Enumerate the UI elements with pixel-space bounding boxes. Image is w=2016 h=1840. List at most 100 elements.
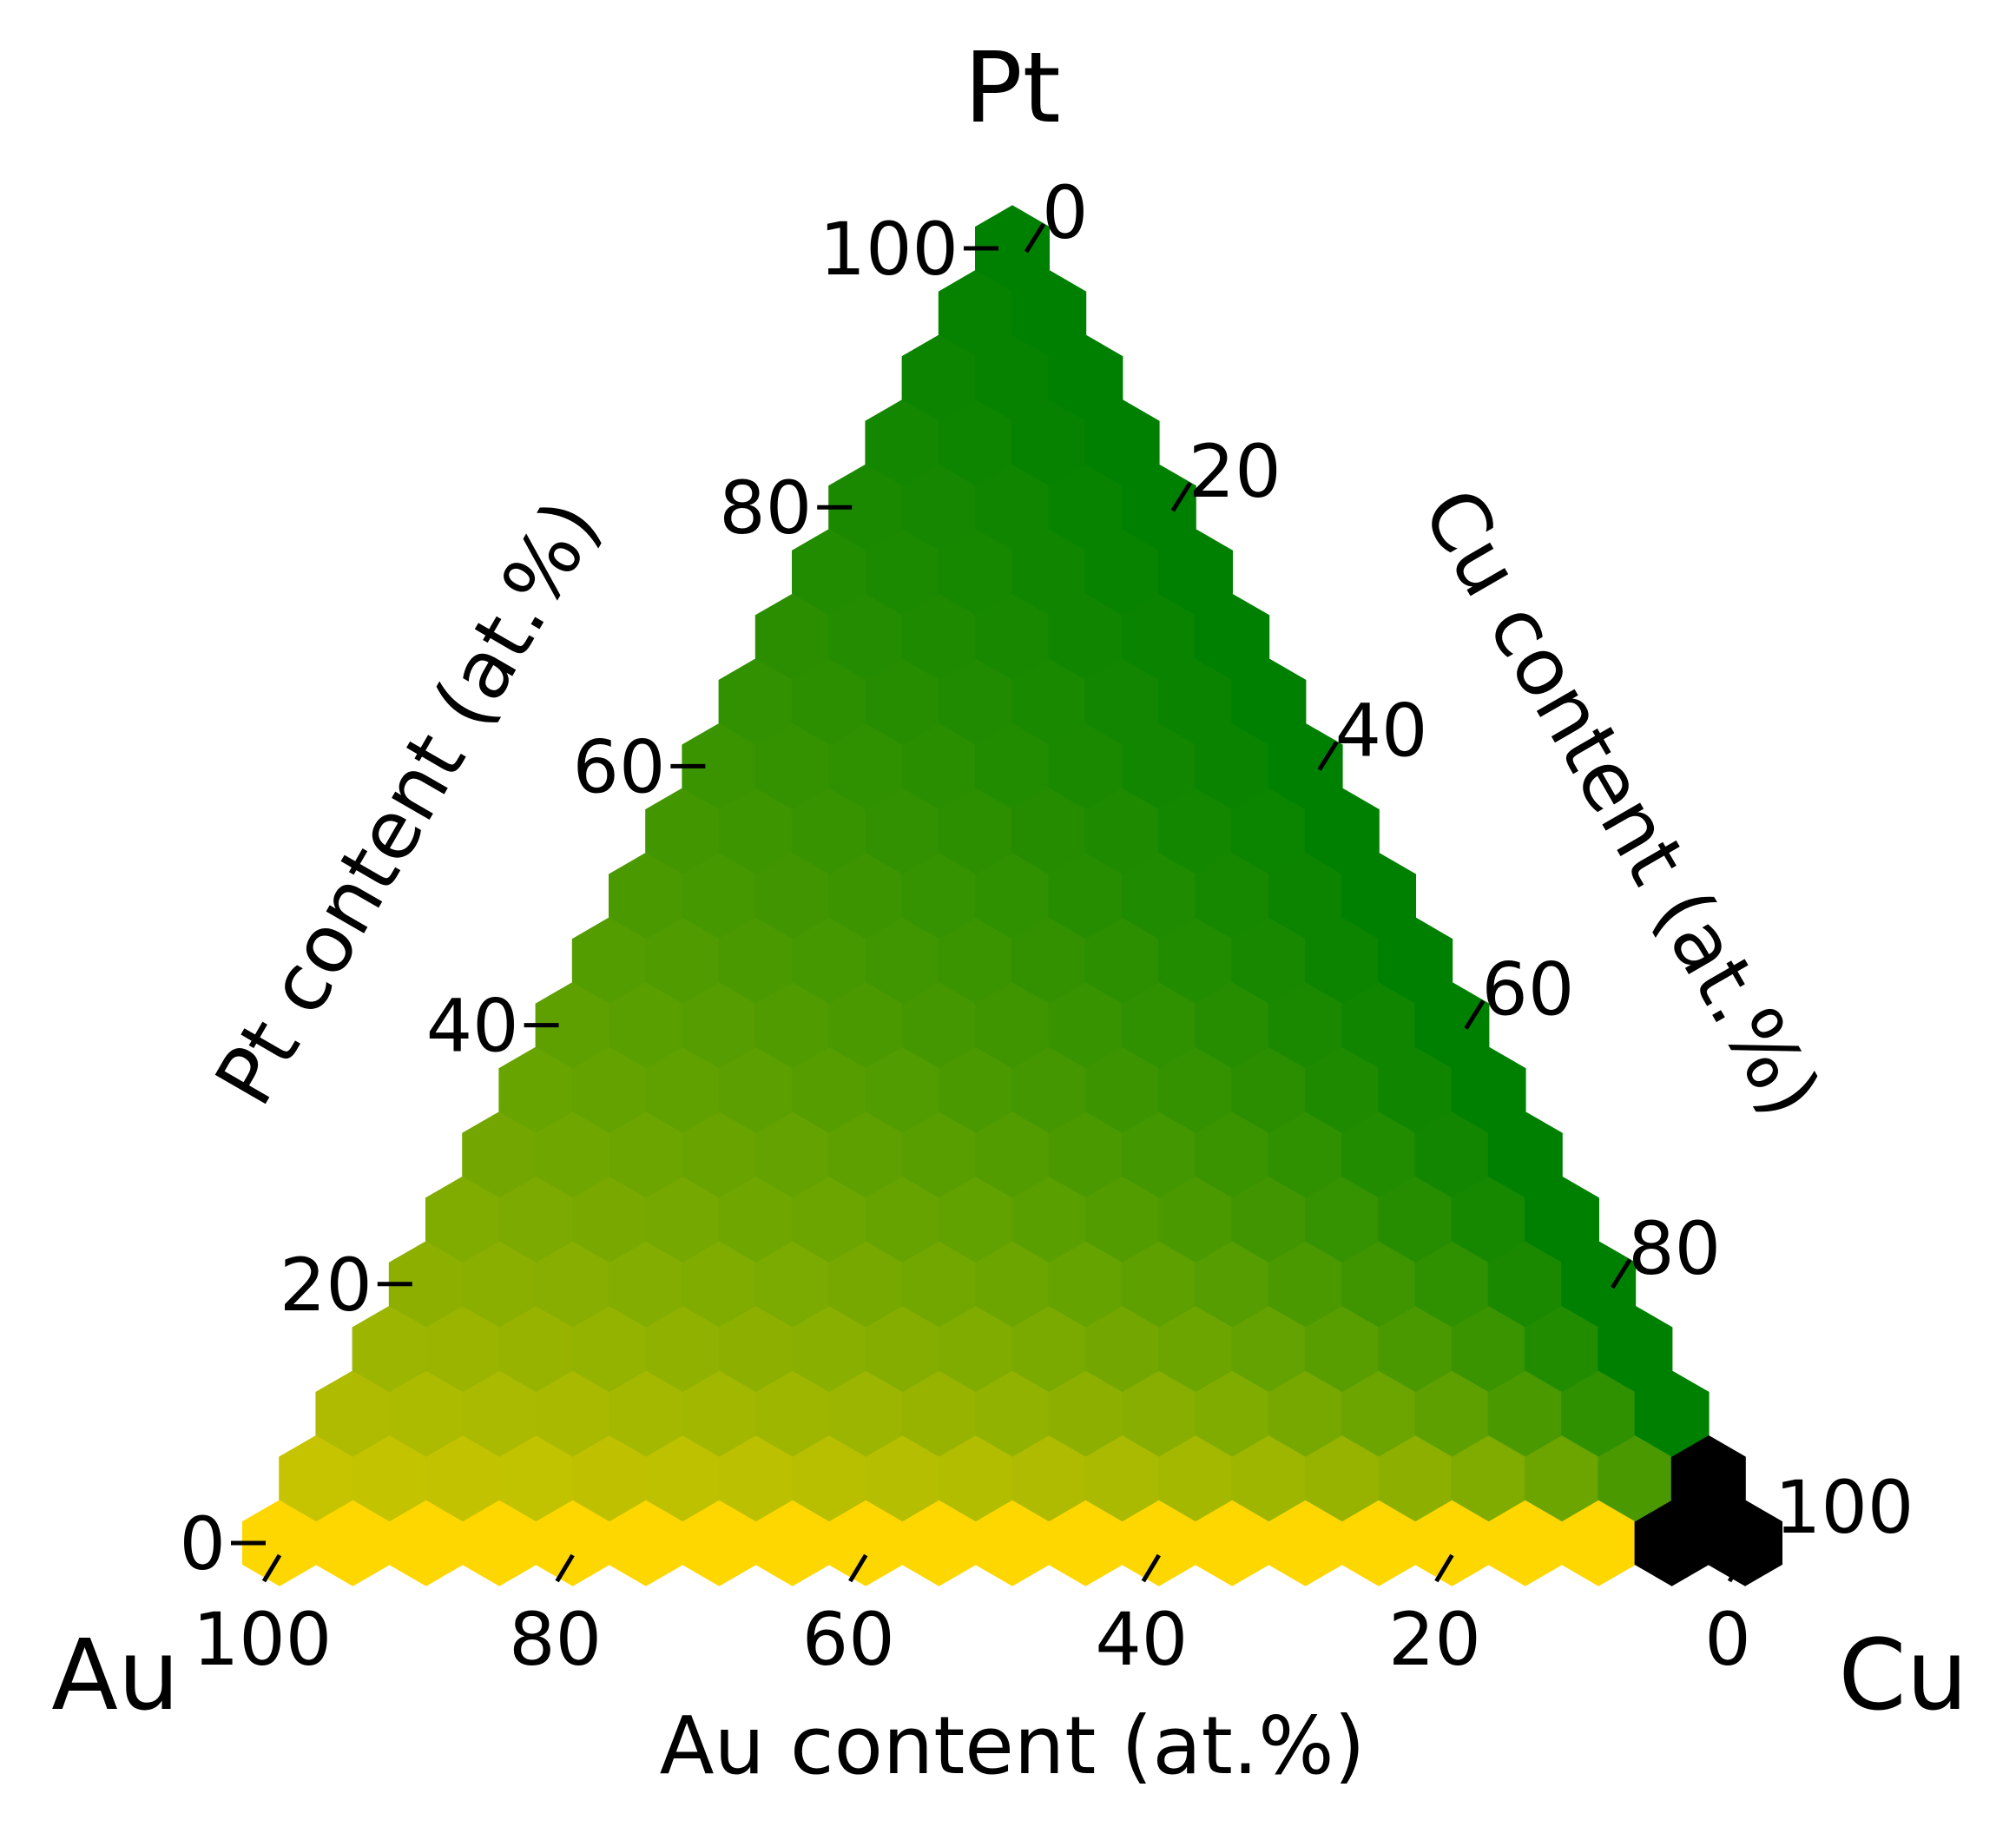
tick-mark — [1024, 222, 1046, 254]
hex-cell — [1084, 788, 1160, 874]
bottom-tick-label: 0 — [1704, 1597, 1750, 1682]
tick-mark — [1317, 741, 1339, 771]
hex-cell — [1231, 1046, 1307, 1133]
hex-cell — [1304, 788, 1380, 874]
hex-cell — [1341, 852, 1416, 940]
hex-cell — [645, 1305, 721, 1393]
hex-cell — [1195, 1500, 1270, 1586]
hex-cell — [1268, 852, 1343, 940]
bottom-tick-label: 60 — [802, 1597, 895, 1682]
hex-cell — [1378, 1305, 1453, 1393]
hex-cell — [865, 658, 940, 745]
hex-cell — [938, 399, 1013, 486]
hex-cell — [1414, 1370, 1490, 1457]
hex-cell — [792, 917, 866, 1004]
hex-cell — [901, 852, 977, 940]
hex-cell — [1414, 981, 1490, 1069]
hex-cell — [1195, 1111, 1270, 1198]
hex-cell — [865, 1046, 940, 1133]
hex-cell — [1048, 1241, 1123, 1328]
hex-cell — [828, 464, 904, 551]
hex-cell — [938, 658, 1013, 745]
tick-mark — [1727, 1553, 1748, 1583]
hex-cell — [1158, 1046, 1233, 1133]
tick-mark — [1434, 1553, 1454, 1583]
hex-cell — [1268, 1241, 1343, 1328]
hex-cell — [901, 1241, 977, 1328]
hex-cell — [1121, 722, 1196, 810]
hex-cell — [1341, 1111, 1416, 1198]
hex-cell — [754, 593, 830, 680]
hex-cell — [1011, 917, 1087, 1004]
hex-cell — [1084, 1305, 1160, 1393]
hex-cell — [609, 852, 683, 940]
hex-cell — [535, 1500, 610, 1586]
hex-cell — [242, 1500, 317, 1586]
hex-cell — [682, 852, 757, 940]
hex-cell — [1341, 1241, 1416, 1328]
hex-cell — [754, 981, 830, 1069]
hex-cell — [571, 1305, 647, 1393]
hex-cell — [1048, 852, 1123, 940]
hex-cell — [498, 1176, 574, 1263]
hex-cell — [828, 1500, 904, 1586]
hex-cell — [1451, 1046, 1526, 1133]
hex-cell — [1121, 593, 1196, 680]
hex-cell — [1451, 1176, 1526, 1263]
hex-cell — [1487, 1370, 1563, 1457]
hex-cell — [754, 1370, 830, 1457]
hex-cell — [682, 1111, 757, 1198]
hex-cell — [828, 1370, 904, 1457]
hex-cell — [901, 334, 977, 421]
hex-cell — [792, 529, 866, 616]
left-axis-tick-labels: 0 20 40 60 80 100 — [180, 207, 959, 1586]
hex-cell — [975, 1111, 1050, 1198]
hex-cell — [1048, 722, 1123, 810]
hex-cell — [865, 1305, 940, 1393]
hex-cell — [1487, 1500, 1563, 1586]
hex-cell — [1121, 464, 1196, 551]
hex-cell — [1525, 1434, 1599, 1522]
hex-cell — [609, 1241, 683, 1328]
hex-cell — [571, 1434, 647, 1522]
hex-cell — [718, 1305, 794, 1393]
hex-cell — [1158, 917, 1233, 1004]
hex-cell — [352, 1434, 427, 1522]
hex-cell — [1158, 1305, 1233, 1393]
hex-cell — [1084, 1176, 1160, 1263]
hex-cell — [1598, 1434, 1673, 1522]
corner-label-top: Pt — [964, 32, 1060, 145]
bottom-axis-tick-labels: 100 80 60 40 20 0 — [193, 1597, 1751, 1682]
hex-cell — [388, 1241, 464, 1328]
hex-cell — [682, 981, 757, 1069]
hex-cell — [792, 1176, 866, 1263]
hex-cell — [975, 722, 1050, 810]
hex-cell — [1048, 1370, 1123, 1457]
right-tick-label: 40 — [1335, 688, 1428, 773]
hex-cell — [865, 1434, 940, 1522]
hex-cell — [901, 1111, 977, 1198]
hex-cell — [1304, 1176, 1380, 1263]
hex-cell — [1158, 1176, 1233, 1263]
hex-cell — [901, 722, 977, 810]
hex-cell — [938, 529, 1013, 616]
hex-cell — [1195, 722, 1270, 810]
hex-cell — [571, 917, 647, 1004]
left-tick-label: 20 — [280, 1243, 372, 1328]
hex-cell — [388, 1370, 464, 1457]
hex-cell — [865, 917, 940, 1004]
hex-cell — [1011, 788, 1087, 874]
hex-cell — [718, 1176, 794, 1263]
hex-cell — [1708, 1500, 1782, 1586]
hex-cell — [425, 1176, 500, 1263]
hex-cell — [865, 788, 940, 874]
hex-cell — [462, 1370, 537, 1457]
hexbin-cells — [242, 205, 1782, 1586]
hex-cell — [901, 1500, 977, 1586]
hex-cell — [425, 1305, 500, 1393]
hex-cell — [498, 1434, 574, 1522]
hex-cell — [1158, 1434, 1233, 1522]
hex-cell — [975, 464, 1050, 551]
right-tick-label: 100 — [1775, 1465, 1914, 1550]
hex-cell — [901, 593, 977, 680]
